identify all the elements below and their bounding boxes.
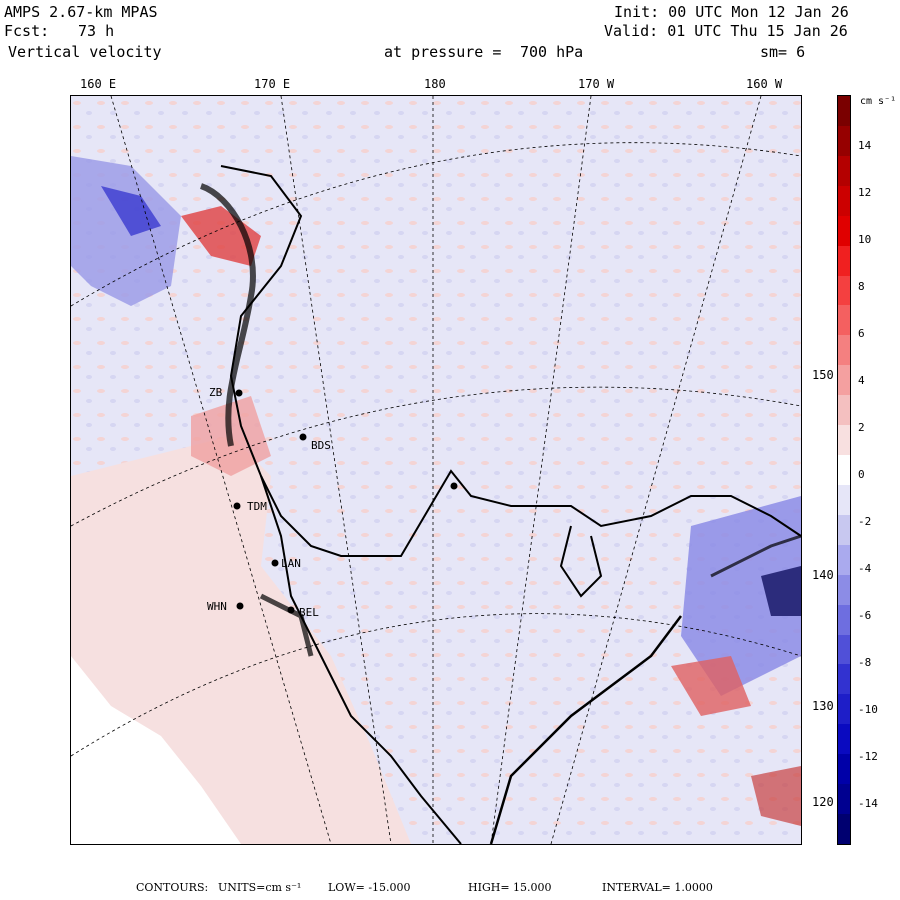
colorbar-segment — [838, 215, 850, 247]
colorbar-segment — [838, 694, 850, 725]
colorbar-tick-label: 0 — [858, 468, 865, 481]
colorbar-tick-label: -12 — [858, 750, 878, 763]
colorbar-tick-label: -10 — [858, 703, 878, 716]
roosevelt-island — [559, 525, 603, 598]
colorbar-segment — [838, 275, 850, 306]
station-zb: ZB — [209, 386, 223, 399]
footer-low: LOW= -15.000 — [328, 881, 411, 894]
colorbar-tick-label: 2 — [858, 421, 865, 434]
colorbar-segment — [838, 724, 850, 755]
colorbar-tick-label: -14 — [858, 797, 878, 810]
footer-contours-label: CONTOURS: — [136, 881, 209, 894]
outside-domain — [71, 656, 241, 844]
coastline — [220, 165, 802, 557]
downdraft-region-west — [71, 156, 181, 306]
colorbar-segment — [838, 365, 850, 396]
colorbar-segment — [838, 305, 850, 336]
strong-downdraft-east — [761, 566, 801, 616]
colorbar-tick-label: -2 — [858, 515, 872, 528]
model-title: AMPS 2.67-km MPAS — [4, 3, 158, 21]
smoothing: sm= 6 — [760, 43, 806, 61]
colorbar-segment — [838, 544, 850, 576]
colorbar-tick-label: 14 — [858, 139, 872, 152]
valid-time: Valid: 01 UTC Thu 15 Jan 26 — [604, 22, 848, 40]
station-bel: BEL — [299, 606, 319, 619]
contours-marie-byrd — [710, 534, 802, 578]
lon-label-170w: 170 W — [578, 77, 615, 91]
colorbar-segment — [838, 335, 850, 366]
mountain-contours — [199, 183, 256, 447]
colorbar-segment — [838, 814, 850, 845]
coastline-transantarctic — [260, 475, 462, 845]
station-markers — [233, 389, 458, 614]
colorbar-tick-label: 12 — [858, 186, 872, 199]
station-lan: LAN — [281, 557, 301, 570]
footer-interval: INTERVAL= 1.0000 — [602, 881, 713, 894]
colorbar-segment — [838, 754, 850, 785]
colorbar-segment — [838, 96, 850, 127]
lon-label-180: 180 — [424, 77, 446, 91]
lon-label-170e: 170 E — [254, 77, 291, 91]
level-label: at pressure = — [384, 43, 502, 61]
forecast-label: Fcst: — [4, 22, 50, 40]
pressure-level: 700 hPa — [520, 43, 584, 61]
colorbar-tick-label: -4 — [858, 562, 872, 575]
colorbar-segment — [838, 245, 850, 276]
colorbar-segment — [838, 634, 850, 665]
colorbar-segment — [838, 455, 850, 486]
grounding-line — [489, 615, 682, 845]
lon-label-160w: 160 W — [746, 77, 783, 91]
field-name: Vertical velocity — [8, 43, 162, 61]
footer-units: UNITS=cm s⁻¹ — [218, 881, 302, 894]
colorbar-tick-label: 6 — [858, 327, 865, 340]
colorbar-segment — [838, 125, 850, 157]
colorbar-segment — [838, 395, 850, 426]
updraft-region-southeast — [751, 766, 801, 826]
colorbar-tick-label: 8 — [858, 280, 865, 293]
station-bds: BDS — [311, 439, 331, 452]
colorbar-segment — [838, 664, 850, 695]
colorbar-segment — [838, 484, 850, 516]
strong-downdraft-west — [101, 186, 161, 236]
vertical-velocity-map — [70, 95, 802, 845]
colorbar-segment — [838, 514, 850, 546]
updraft-region-east — [671, 656, 751, 716]
colorbar-unit: cm s⁻¹ — [860, 96, 897, 107]
colorbar-tick-label: -8 — [858, 656, 872, 669]
footer-high: HIGH= 15.000 — [468, 881, 552, 894]
forecast-hours: 73 h — [78, 22, 115, 40]
colorbar-segment — [838, 784, 850, 815]
graticule — [70, 95, 802, 845]
colorbar-tick-label: 4 — [858, 374, 865, 387]
station-whn: WHN — [207, 600, 227, 613]
lon-label-160e: 160 E — [80, 77, 117, 91]
colorbar-segment — [838, 185, 850, 217]
colorbar-segment — [838, 425, 850, 456]
map-panel: ZB BDS TDM LAN WHN BEL — [70, 95, 802, 845]
colorbar — [837, 95, 851, 845]
colorbar-segment — [838, 155, 850, 187]
station-tdm: TDM — [247, 500, 267, 513]
colorbar-tick-label: 10 — [858, 233, 872, 246]
colorbar-segment — [838, 604, 850, 636]
colorbar-segment — [838, 574, 850, 606]
colorbar-tick-label: -6 — [858, 609, 872, 622]
init-time: Init: 00 UTC Mon 12 Jan 26 — [614, 3, 849, 21]
